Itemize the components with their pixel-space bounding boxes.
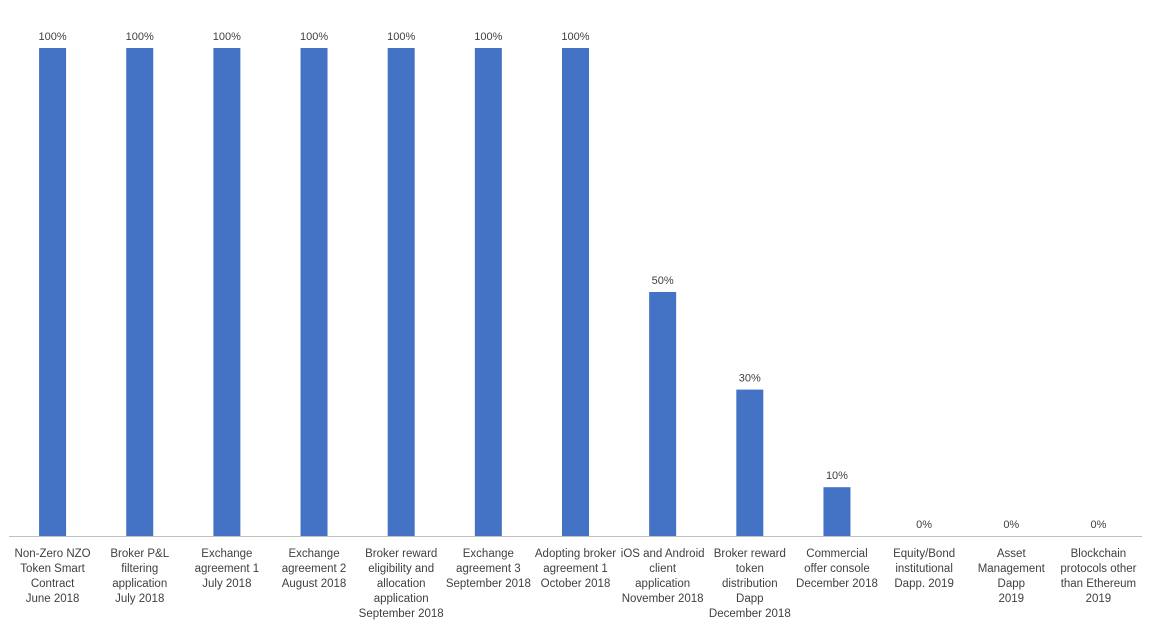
category-label-line: July 2018 — [202, 578, 251, 590]
category-label-line: Commercial — [806, 548, 867, 560]
category-label: Broker reward token distribution Dapp Decemb… — [709, 548, 791, 620]
category-label-line: application — [112, 578, 167, 590]
category-label-line: eligibility and — [368, 563, 434, 575]
category-label-line: protocols other — [1060, 563, 1136, 575]
data-label: 100% — [387, 31, 415, 43]
category-label-line: Management — [978, 563, 1046, 575]
data-label: 100% — [126, 31, 154, 43]
category-label: Exchange agreement 1 July 2018 — [195, 548, 260, 590]
category-label: Non-Zero NZO Token Smart Contract June 2018 — [15, 548, 91, 605]
data-labels-layer: 100% 100% 100% 100% 100% 100% 100% 50% 30% 10% 0% 0… — [39, 31, 1107, 531]
category-label-line: October 2018 — [541, 578, 611, 590]
category-label-line: Dapp. 2019 — [894, 578, 953, 590]
data-label: 0% — [916, 519, 932, 531]
category-label-line: Dapp — [736, 593, 764, 605]
category-label-line: Blockchain — [1071, 548, 1127, 560]
category-label-line: token — [736, 563, 764, 575]
category-label-line: July 2018 — [115, 593, 164, 605]
category-label: iOS and Android client application November… — [621, 548, 705, 605]
category-label-line: than Ethereum — [1061, 578, 1136, 590]
data-label: 0% — [1003, 519, 1019, 531]
data-label: 100% — [561, 31, 589, 43]
category-label-line: agreement 1 — [195, 563, 260, 575]
category-label-line: agreement 3 — [456, 563, 521, 575]
data-label: 100% — [300, 31, 328, 43]
category-label-line: Non-Zero NZO — [15, 548, 91, 560]
data-label: 50% — [652, 275, 674, 287]
category-label: Broker P&L filtering application July 2018 — [110, 548, 169, 605]
bar — [300, 48, 328, 536]
data-label: 100% — [474, 31, 502, 43]
category-label-line: Broker P&L — [110, 548, 169, 560]
category-label-line: December 2018 — [796, 578, 878, 590]
category-label-line: Dapp — [998, 578, 1026, 590]
category-label-line: distribution — [722, 578, 778, 590]
bar — [213, 48, 241, 536]
category-label-line: 2019 — [1086, 593, 1112, 605]
category-label-line: Broker reward — [714, 548, 786, 560]
category-label-line: Exchange — [201, 548, 252, 560]
data-label: 30% — [739, 373, 761, 385]
category-label-line: Exchange — [288, 548, 339, 560]
category-label-line: application — [374, 593, 429, 605]
bar — [823, 487, 851, 536]
data-label: 10% — [826, 470, 848, 482]
category-label-line: application — [635, 578, 690, 590]
category-label: Equity/Bond institutional Dapp. 2019 — [893, 548, 955, 590]
bar — [562, 48, 589, 536]
category-label-line: filtering — [121, 563, 158, 575]
category-label-line: Broker reward — [365, 548, 437, 560]
category-label-line: 2019 — [998, 593, 1024, 605]
bar — [474, 48, 502, 536]
category-label-line: August 2018 — [282, 578, 347, 590]
category-label-line: Contract — [31, 578, 75, 590]
category-label-line: allocation — [377, 578, 426, 590]
category-label: Exchange agreement 2 August 2018 — [282, 548, 347, 590]
category-labels-layer: Non-Zero NZO Token Smart Contract June 2018… — [15, 548, 1137, 620]
data-label: 100% — [39, 31, 67, 43]
data-label: 0% — [1090, 519, 1106, 531]
category-label: Commercial offer console December 2018 — [796, 548, 878, 590]
category-label-line: June 2018 — [26, 593, 80, 605]
category-label-line: Token Smart — [20, 563, 85, 575]
category-label-line: iOS and Android — [621, 548, 705, 560]
bar — [387, 48, 415, 536]
category-label-line: offer console — [804, 563, 870, 575]
category-label-line: Equity/Bond — [893, 548, 955, 560]
bar — [126, 48, 154, 536]
category-label-line: agreement 2 — [282, 563, 347, 575]
category-label-line: Adopting broker — [535, 548, 616, 560]
category-label-line: agreement 1 — [543, 563, 608, 575]
category-label: Asset Management Dapp 2019 — [978, 548, 1046, 605]
category-label: Adopting broker agreement 1 October 2018 — [535, 548, 616, 590]
bar — [649, 292, 677, 536]
category-label-line: November 2018 — [622, 593, 704, 605]
bars-layer — [39, 48, 851, 536]
category-label: Blockchain protocols other than Ethereum 20… — [1060, 548, 1136, 605]
category-label-line: December 2018 — [709, 608, 791, 620]
category-label: Exchange agreement 3 September 2018 — [446, 548, 531, 590]
category-label-line: September 2018 — [446, 578, 531, 590]
category-label: Broker reward eligibility and allocation ap… — [359, 548, 444, 620]
category-label-line: client — [649, 563, 677, 575]
data-label: 100% — [213, 31, 241, 43]
category-label-line: Exchange — [463, 548, 514, 560]
category-label-line: September 2018 — [359, 608, 444, 620]
category-label-line: institutional — [895, 563, 953, 575]
category-label-line: Asset — [997, 548, 1027, 560]
bar — [39, 48, 67, 536]
bar — [736, 389, 764, 536]
